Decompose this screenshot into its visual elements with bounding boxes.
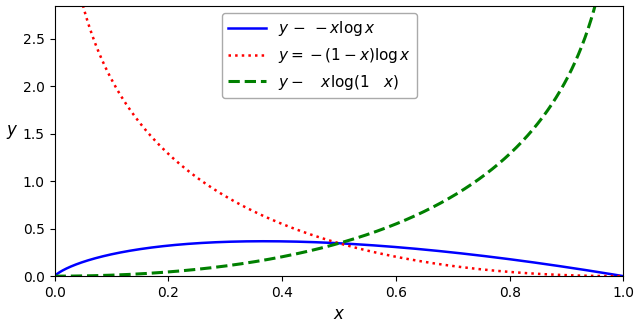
$y\,-\,-x\log x$ [80, 260, 88, 264]
$y = -(1-x)\log x$ [328, 239, 335, 243]
$y -\quad x\log(1\quad x)$ [80, 274, 88, 278]
$y\,-\,-x\log x$ [328, 241, 335, 245]
$y -\quad x\log(1\quad x)$ [499, 159, 506, 163]
$y = -(1-x)\log x$ [312, 234, 320, 238]
Line: $y -\quad x\log(1\quad x)$: $y -\quad x\log(1\quad x)$ [54, 0, 623, 276]
$y\,-\,-x\log x$ [260, 239, 268, 243]
$y -\quad x\log(1\quad x)$ [51, 274, 58, 278]
$y -\quad x\log(1\quad x)$ [312, 247, 320, 251]
$y\,-\,-x\log x$ [620, 274, 627, 278]
$y\,-\,-x\log x$ [604, 271, 611, 275]
$y = -(1-x)\log x$ [603, 274, 611, 278]
$y\,-\,-x\log x$ [312, 240, 320, 244]
$y = -(1-x)\log x$ [620, 274, 627, 278]
Y-axis label: $y$: $y$ [6, 123, 18, 141]
$y -\quad x\log(1\quad x)$ [328, 243, 335, 247]
Line: $y = -(1-x)\log x$: $y = -(1-x)\log x$ [54, 0, 623, 276]
Legend: $y\,-\,-x\log x$, $y = -(1-x)\log x$, $y -\quad x\log(1\quad x)$: $y\,-\,-x\log x$, $y = -(1-x)\log x$, $y… [221, 13, 417, 98]
$y = -(1-x)\log x$ [603, 274, 611, 278]
X-axis label: $x$: $x$ [333, 305, 345, 323]
Line: $y\,-\,-x\log x$: $y\,-\,-x\log x$ [54, 241, 623, 276]
$y = -(1-x)\log x$ [499, 269, 506, 273]
$y\,-\,-x\log x$ [499, 256, 507, 260]
$y = -(1-x)\log x$ [80, 6, 88, 10]
$y\,-\,-x\log x$ [603, 271, 611, 275]
$y\,-\,-x\log x$ [51, 274, 58, 278]
